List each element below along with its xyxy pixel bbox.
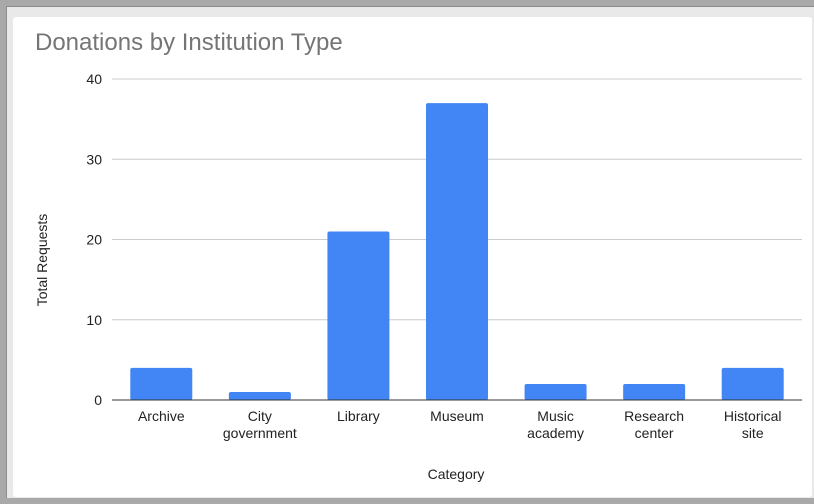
- x-tick-label: Research center: [624, 408, 684, 441]
- bar: [721, 367, 784, 400]
- x-tick-label: Historical site: [724, 408, 782, 441]
- x-tick-label: Music academy: [527, 408, 584, 441]
- y-tick-label: 0: [94, 392, 102, 408]
- y-axis-label: Total Requests: [34, 214, 50, 307]
- x-tick-label: Archive: [138, 408, 185, 424]
- y-axis-ticks: 0 10 20 30 40: [86, 71, 102, 408]
- y-tick-label: 30: [86, 151, 102, 167]
- x-tick-label: Museum: [430, 408, 484, 424]
- x-tick-label: Library: [337, 408, 380, 424]
- chart-title: Donations by Institution Type: [35, 29, 343, 56]
- y-tick-label: 20: [86, 232, 102, 248]
- bar: [426, 103, 488, 400]
- bar: [623, 383, 686, 400]
- x-axis-label: Category: [428, 466, 485, 482]
- bar: [524, 383, 587, 400]
- chart-card: [13, 17, 812, 497]
- x-tick-label: City government: [223, 408, 297, 441]
- y-tick-label: 10: [86, 312, 102, 328]
- y-tick-label: 40: [86, 71, 102, 87]
- bar: [228, 391, 291, 400]
- x-axis-ticks: Archive City government Library Museum Music a…: [138, 408, 782, 441]
- bar: [327, 231, 390, 400]
- bar: [130, 367, 193, 400]
- bars: [130, 103, 784, 400]
